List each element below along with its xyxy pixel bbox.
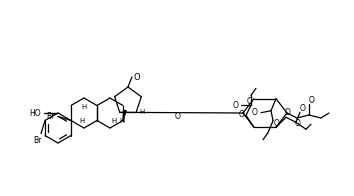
Text: O: O <box>134 73 140 82</box>
Text: H: H <box>119 118 124 124</box>
Text: O: O <box>175 112 180 121</box>
Text: O: O <box>247 97 253 106</box>
Text: O: O <box>274 119 280 128</box>
Text: O: O <box>285 108 291 117</box>
Text: H: H <box>139 109 145 115</box>
Text: O: O <box>239 110 245 119</box>
Text: HO: HO <box>29 109 41 117</box>
Text: O: O <box>233 101 239 110</box>
Text: Br: Br <box>46 112 54 121</box>
Text: H: H <box>81 104 87 110</box>
Text: H: H <box>79 118 85 124</box>
Text: Br: Br <box>33 136 41 145</box>
Text: O: O <box>295 119 301 128</box>
Polygon shape <box>123 110 126 121</box>
Text: O: O <box>252 108 258 117</box>
Text: O: O <box>309 95 315 104</box>
Text: O: O <box>300 104 306 113</box>
Text: H: H <box>112 118 116 124</box>
